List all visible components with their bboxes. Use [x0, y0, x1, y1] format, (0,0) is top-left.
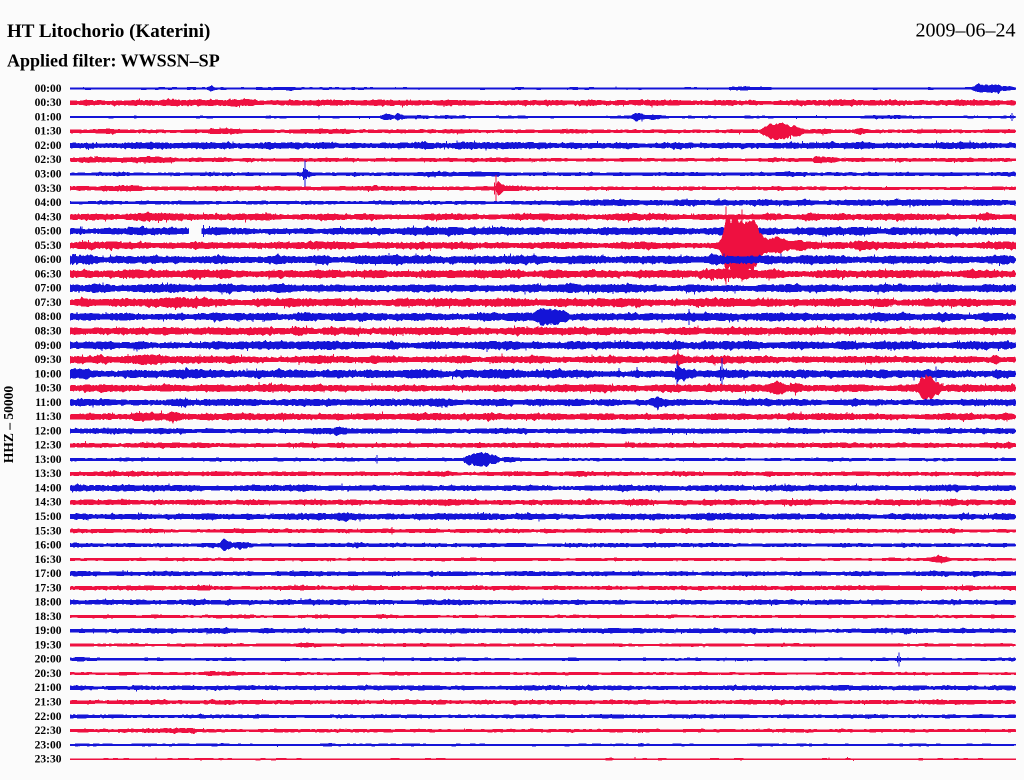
svg-text:05:00: 05:00	[35, 226, 62, 238]
svg-text:16:00: 16:00	[35, 540, 62, 552]
svg-text:21:00: 21:00	[35, 682, 62, 694]
svg-text:Applied filter: WWSSN–SP: Applied filter: WWSSN–SP	[7, 51, 220, 71]
svg-text:07:30: 07:30	[35, 297, 62, 309]
svg-text:09:30: 09:30	[35, 354, 62, 366]
svg-text:19:00: 19:00	[35, 625, 62, 637]
svg-text:23:00: 23:00	[35, 740, 62, 752]
svg-text:04:00: 04:00	[35, 197, 62, 209]
svg-text:00:00: 00:00	[35, 83, 62, 95]
svg-text:05:30: 05:30	[35, 240, 62, 252]
svg-text:06:00: 06:00	[35, 254, 62, 266]
svg-text:11:30: 11:30	[35, 411, 61, 423]
svg-text:02:30: 02:30	[35, 154, 62, 166]
svg-text:02:00: 02:00	[35, 140, 62, 152]
svg-text:HT Litochorio (Katerini): HT Litochorio (Katerini)	[7, 21, 210, 42]
svg-text:17:00: 17:00	[35, 568, 62, 580]
svg-text:17:30: 17:30	[35, 583, 62, 595]
svg-text:12:00: 12:00	[35, 426, 62, 438]
svg-text:13:30: 13:30	[35, 468, 62, 480]
svg-text:10:30: 10:30	[35, 383, 62, 395]
svg-text:14:00: 14:00	[35, 483, 62, 495]
svg-text:00:30: 00:30	[35, 97, 62, 109]
svg-text:2009–06–24: 2009–06–24	[916, 20, 1016, 42]
svg-text:23:30: 23:30	[35, 754, 62, 766]
svg-text:03:30: 03:30	[35, 183, 62, 195]
svg-text:09:00: 09:00	[35, 340, 62, 352]
svg-text:13:00: 13:00	[35, 454, 62, 466]
svg-text:22:00: 22:00	[35, 711, 62, 723]
svg-text:06:30: 06:30	[35, 269, 62, 281]
svg-text:HHZ – 50000: HHZ – 50000	[1, 386, 16, 464]
svg-text:12:30: 12:30	[35, 440, 62, 452]
svg-text:20:00: 20:00	[35, 654, 62, 666]
svg-text:01:00: 01:00	[35, 112, 62, 124]
svg-text:15:00: 15:00	[35, 511, 62, 523]
svg-text:10:00: 10:00	[35, 369, 62, 381]
svg-text:19:30: 19:30	[35, 640, 62, 652]
svg-text:04:30: 04:30	[35, 212, 62, 224]
svg-text:18:00: 18:00	[35, 597, 62, 609]
svg-text:11:00: 11:00	[35, 397, 61, 409]
svg-text:16:30: 16:30	[35, 554, 62, 566]
svg-text:01:30: 01:30	[35, 126, 62, 138]
svg-text:21:30: 21:30	[35, 697, 62, 709]
svg-text:07:00: 07:00	[35, 283, 62, 295]
svg-text:08:30: 08:30	[35, 326, 62, 338]
svg-text:18:30: 18:30	[35, 611, 62, 623]
svg-text:20:30: 20:30	[35, 668, 62, 680]
svg-text:15:30: 15:30	[35, 526, 62, 538]
svg-text:03:00: 03:00	[35, 169, 62, 181]
svg-text:14:30: 14:30	[35, 497, 62, 509]
svg-text:22:30: 22:30	[35, 725, 62, 737]
svg-text:08:00: 08:00	[35, 311, 62, 323]
